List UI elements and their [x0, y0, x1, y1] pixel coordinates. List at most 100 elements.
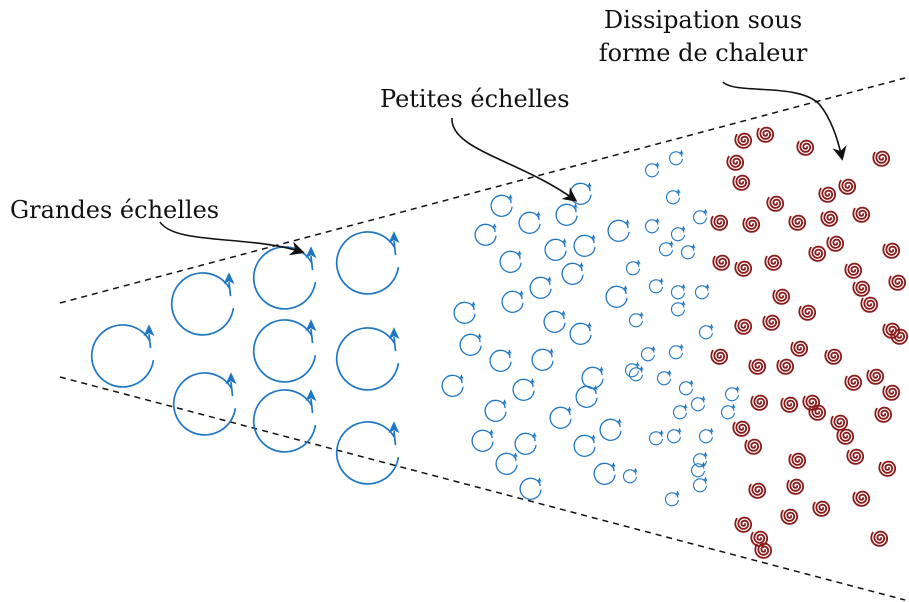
eddy-circular-arrow-icon: [628, 365, 644, 382]
dissipation-spiral-icon: [872, 150, 890, 167]
dissipation-label-line1: Dissipation sous: [604, 6, 802, 34]
dissipation-spiral-icon: [882, 384, 900, 401]
large-scales-label: Grandes échelles: [10, 196, 219, 224]
eddy-circular-arrow-icon: [648, 429, 664, 446]
eddy-circular-arrow-icon: [607, 219, 630, 242]
dissipation-spiral-icon: [852, 280, 870, 297]
eddy-circular-arrow-icon: [605, 285, 628, 308]
dissipation-spiral-icon: [726, 154, 744, 171]
eddy-circular-arrow-icon: [690, 395, 706, 412]
eddy-circular-arrow-icon: [648, 277, 664, 294]
dissipation-spiral-icon: [870, 530, 888, 547]
eddy-circular-arrow-icon: [668, 149, 684, 166]
eddy-circular-arrow-icon: [514, 432, 537, 455]
eddy-circular-arrow-icon: [724, 385, 740, 402]
eddy-circular-arrow-icon: [569, 182, 592, 205]
eddy-circular-arrow-icon: [335, 421, 400, 485]
eddy-circular-arrow-icon: [692, 476, 708, 493]
eddy-circular-arrow-icon: [459, 333, 482, 356]
dissipation-spiral-icon: [710, 348, 728, 365]
dissipation-spiral-icon: [882, 322, 900, 339]
eddy-circular-arrow-icon: [90, 324, 155, 388]
dissipation-spiral-icon: [788, 214, 806, 231]
eddy-circular-arrow-icon: [680, 243, 696, 260]
eddy-circular-arrow-icon: [656, 369, 672, 386]
eddy-circular-arrow-icon: [622, 467, 638, 484]
eddy-circular-arrow-icon: [698, 323, 714, 340]
dissipation-spiral-icon: [734, 318, 752, 335]
eddy-circular-arrow-icon: [720, 403, 736, 420]
small-eddies-group: [622, 149, 740, 507]
eddy-circular-arrow-icon: [581, 366, 604, 389]
upper-boundary: [59, 77, 906, 304]
dissipation-label-line2: forme de chaleur: [599, 39, 808, 67]
dissipation-spiral-icon: [732, 174, 750, 191]
dissipation-spiral-icon: [812, 500, 830, 517]
eddy-circular-arrow-icon: [658, 240, 674, 257]
dissipation-spiral-icon: [756, 126, 774, 143]
dissipation-spiral-icon: [866, 368, 884, 385]
dissipation-spiral-icon: [788, 452, 806, 469]
eddy-circular-arrow-icon: [495, 452, 518, 475]
dissipation-pointer-arrow: [722, 81, 847, 161]
eddy-circular-arrow-icon: [543, 310, 566, 333]
eddy-circular-arrow-icon: [172, 372, 237, 436]
eddy-circular-arrow-icon: [471, 429, 494, 452]
dissipation-spiral-icon: [748, 358, 766, 375]
dissipation-spiral-icon: [888, 274, 906, 291]
dissipation-spiral-icon: [830, 414, 848, 431]
eddy-circular-arrow-icon: [519, 477, 542, 500]
eddy-circular-arrow-icon: [544, 238, 567, 261]
eddy-circular-arrow-icon: [501, 290, 524, 313]
eddy-circular-arrow-icon: [664, 490, 680, 507]
eddy-circular-arrow-icon: [518, 211, 541, 234]
dissipation-spiral-icon: [798, 304, 816, 321]
dissipation-spiral-icon: [764, 254, 782, 271]
dissipation-spiral-icon: [776, 358, 794, 375]
dissipation-spirals-group: [710, 126, 908, 559]
dissipation-spiral-icon: [742, 216, 760, 233]
medium-eddies-group: [441, 182, 630, 500]
eddy-circular-arrow-icon: [474, 223, 497, 246]
dissipation-spiral-icon: [732, 420, 750, 437]
eddy-circular-arrow-icon: [575, 385, 598, 408]
eddy-circular-arrow-icon: [640, 345, 656, 362]
dissipation-spiral-icon: [772, 288, 790, 305]
eddy-circular-arrow-icon: [644, 161, 660, 178]
dissipation-spiral-icon: [750, 394, 768, 411]
dissipation-spiral-icon: [712, 254, 730, 271]
eddy-circular-arrow-icon: [484, 399, 507, 422]
eddy-circular-arrow-icon: [694, 283, 710, 300]
eddy-circular-arrow-icon: [665, 188, 681, 205]
dissipation-spiral-icon: [882, 242, 900, 259]
eddy-circular-arrow-icon: [531, 348, 554, 371]
large-eddies-group: [90, 231, 400, 485]
dissipation-spiral-icon: [762, 314, 780, 331]
eddy-circular-arrow-icon: [499, 250, 522, 273]
eddy-circular-arrow-icon: [335, 231, 400, 295]
dissipation-spiral-icon: [852, 490, 870, 507]
eddy-circular-arrow-icon: [529, 276, 552, 299]
eddy-circular-arrow-icon: [698, 427, 714, 444]
dissipation-spiral-icon: [796, 139, 814, 156]
eddy-circular-arrow-icon: [670, 300, 686, 317]
eddy-circular-arrow-icon: [668, 343, 684, 360]
dissipation-spiral-icon: [808, 404, 826, 421]
dissipation-spiral-icon: [836, 428, 854, 445]
eddy-circular-arrow-icon: [569, 322, 592, 345]
eddy-circular-arrow-icon: [549, 406, 572, 429]
dissipation-spiral-icon: [734, 260, 752, 277]
dissipation-spiral-icon: [844, 262, 862, 279]
dissipation-spiral-icon: [766, 195, 784, 212]
eddy-circular-arrow-icon: [628, 311, 644, 328]
small-scales-pointer-arrow: [451, 117, 578, 202]
dissipation-spiral-icon: [780, 396, 798, 413]
eddy-circular-arrow-icon: [441, 374, 464, 397]
eddy-circular-arrow-icon: [599, 418, 622, 441]
dissipation-spiral-icon: [824, 348, 842, 365]
eddy-circular-arrow-icon: [490, 194, 513, 217]
eddy-circular-arrow-icon: [593, 462, 616, 485]
dissipation-spiral-icon: [710, 214, 728, 231]
eddy-circular-arrow-icon: [690, 461, 706, 478]
lower-boundary: [59, 376, 906, 601]
